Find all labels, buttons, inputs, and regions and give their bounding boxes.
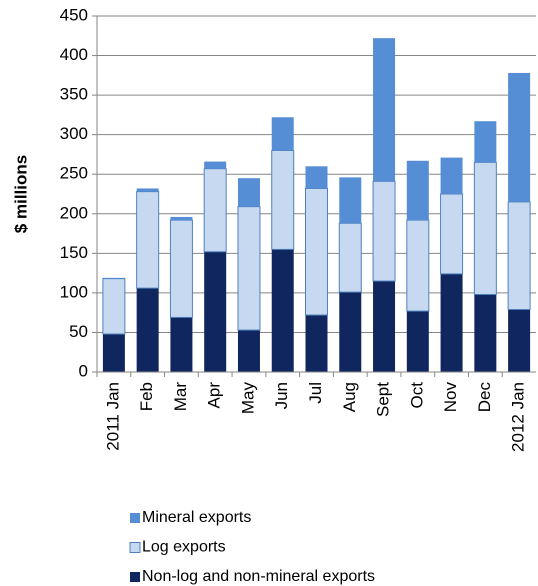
bar-segment — [271, 149, 295, 250]
bar-segment — [440, 157, 463, 194]
bar-segment — [406, 160, 429, 221]
y-tick-label: 300 — [60, 124, 88, 143]
bar-segment — [474, 121, 497, 163]
bar-segment — [102, 277, 125, 279]
bar-segment — [169, 219, 193, 318]
x-tick-label: Nov — [441, 382, 460, 413]
bar-segment — [102, 278, 126, 335]
bar-segment — [508, 72, 531, 202]
bar-segment — [271, 117, 294, 151]
bar-segment — [373, 38, 396, 182]
bar-segment — [406, 219, 430, 312]
bar-segment — [305, 315, 328, 372]
bar-segment — [474, 294, 497, 372]
x-tick-label: Sept — [374, 382, 393, 417]
x-tick-label: Apr — [205, 382, 224, 409]
bar-segment — [102, 334, 125, 372]
bar-segment — [508, 309, 531, 372]
y-axis-title: $ millions — [11, 155, 30, 233]
y-tick-label: 0 — [79, 361, 88, 380]
x-tick-label: Jun — [272, 382, 291, 409]
bar-segment — [136, 188, 159, 192]
y-tick-label: 150 — [60, 243, 88, 262]
x-tick-label: Feb — [137, 382, 156, 411]
bar-segment — [271, 249, 294, 372]
bar-segment — [203, 168, 227, 253]
x-tick-label: Jul — [306, 382, 325, 404]
bar-segment — [204, 251, 227, 372]
bar-segment — [305, 187, 328, 316]
y-tick-label: 350 — [60, 85, 88, 104]
x-tick-label: May — [238, 382, 257, 415]
bar-segment — [237, 178, 260, 207]
bar-segment — [305, 166, 328, 189]
bar-segment — [373, 281, 396, 372]
x-tick-label: Mar — [171, 382, 190, 412]
x-tick-label: 2012 Jan — [509, 382, 528, 452]
y-tick-label: 400 — [60, 45, 88, 64]
legend-label: Log exports — [142, 539, 226, 556]
bar-segment — [170, 216, 193, 221]
bar-segment — [440, 193, 464, 275]
legend-swatch — [130, 572, 140, 582]
bar-segment — [237, 330, 260, 372]
x-tick-label: Aug — [340, 382, 359, 412]
x-tick-label: 2011 Jan — [103, 382, 122, 451]
bar-segment — [204, 161, 227, 169]
bar-segment — [136, 288, 159, 372]
legend-label: Non-log and non-mineral exports — [142, 568, 375, 585]
legend-swatch — [129, 542, 141, 553]
bar-segment — [170, 317, 193, 372]
y-tick-label: 250 — [60, 164, 88, 183]
y-tick-label: 100 — [60, 282, 88, 301]
x-tick-label: Oct — [407, 382, 426, 409]
y-tick-label: 200 — [60, 203, 88, 222]
x-tick-label: Dec — [475, 382, 494, 413]
bar-segment — [338, 222, 362, 293]
y-tick-label: 50 — [69, 322, 88, 341]
legend-swatch — [130, 513, 140, 523]
bar-segment — [237, 206, 261, 331]
bar-segment — [372, 180, 396, 282]
bar-segment — [440, 273, 463, 372]
bar-segment — [136, 191, 160, 289]
bar-segment — [507, 201, 531, 311]
bar-segment — [339, 177, 362, 224]
y-tick-label: 450 — [60, 5, 88, 24]
bar-segment — [406, 311, 429, 372]
bar-segment — [339, 292, 362, 372]
legend-label: Mineral exports — [142, 509, 251, 526]
bar-segment — [473, 161, 497, 295]
